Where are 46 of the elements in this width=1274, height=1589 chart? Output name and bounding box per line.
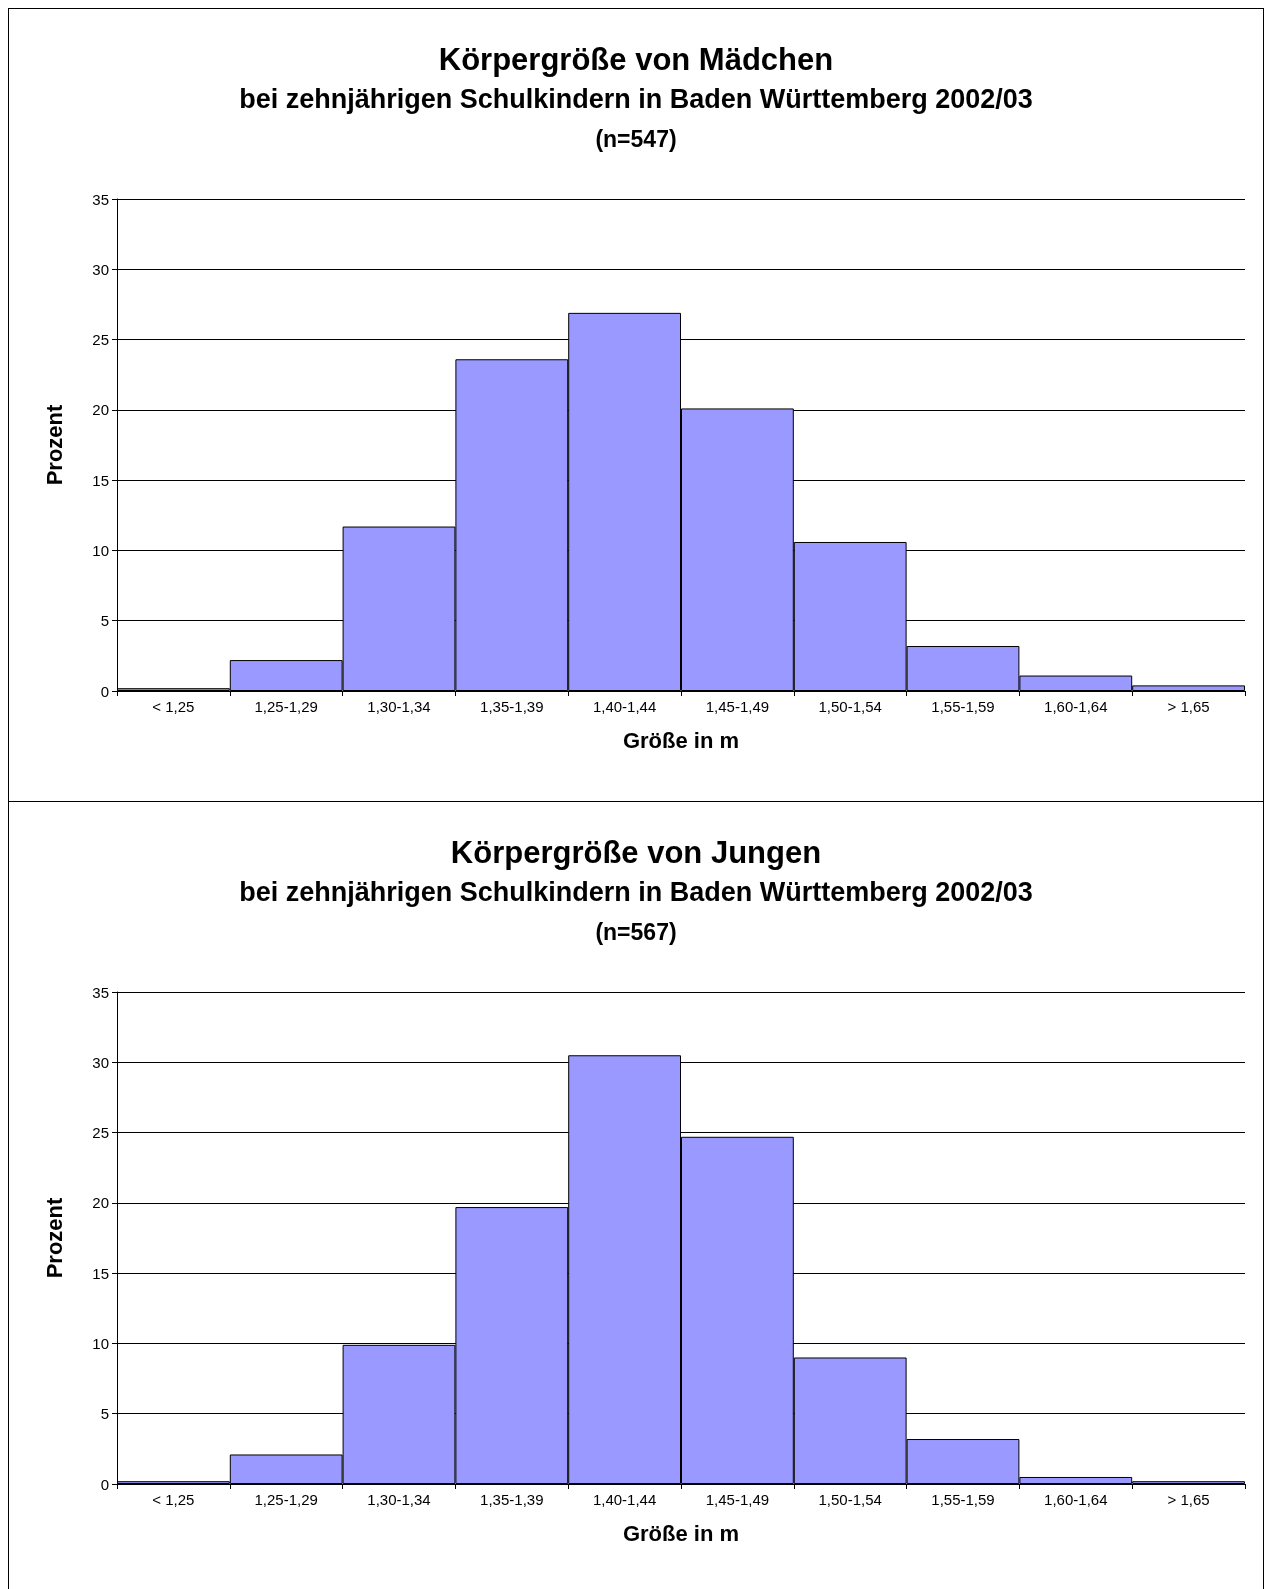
y-tick-label: 30: [92, 260, 109, 278]
y-tick-label: 15: [92, 471, 109, 489]
y-tick-label: 25: [92, 331, 109, 349]
x-tick-label: 1,55-1,59: [931, 698, 995, 715]
y-axis-title: Prozent: [41, 1197, 67, 1279]
y-tick-label: 0: [100, 1475, 109, 1493]
y-tick-label: 10: [92, 541, 109, 559]
y-tick-label: 0: [100, 682, 109, 700]
y-tick-label: 15: [92, 1264, 109, 1282]
y-tick-label: 25: [92, 1124, 109, 1142]
chart-title: Körpergröße von Mädchen: [438, 42, 834, 77]
y-tick-label: 35: [92, 983, 109, 1001]
x-tick-label: < 1,25: [152, 1491, 195, 1508]
chart-title: Körpergröße von Jungen: [450, 835, 822, 870]
x-tick-label: 1,50-1,54: [818, 1491, 882, 1508]
y-axis-title: Prozent: [41, 404, 67, 486]
chart-subtitle: bei zehnjährigen Schulkindern in Baden Württemberg 2002/03: [239, 83, 1033, 114]
x-tick-label: 1,45-1,49: [705, 1491, 770, 1508]
y-tick-label: 5: [100, 612, 109, 630]
x-tick-label: 1,50-1,54: [818, 698, 882, 715]
y-tick-label: 10: [92, 1334, 109, 1352]
text: (n=567): [595, 918, 677, 945]
x-tick-label: > 1,65: [1167, 1491, 1210, 1508]
x-tick-label: < 1,25: [152, 698, 195, 715]
x-axis-title: Größe in m: [622, 727, 740, 753]
x-tick-label: 1,25-1,29: [254, 698, 318, 715]
x-tick-label: 1,60-1,64: [1044, 698, 1108, 715]
x-tick-label: 1,30-1,34: [367, 1491, 431, 1508]
x-axis-title: Größe in m: [622, 1520, 740, 1546]
y-tick-label: 30: [92, 1053, 109, 1071]
x-tick-label: 1,55-1,59: [931, 1491, 995, 1508]
x-tick-label: 1,60-1,64: [1044, 1491, 1108, 1508]
x-tick-label: 1,45-1,49: [705, 698, 770, 715]
x-tick-label: > 1,65: [1167, 698, 1210, 715]
chart-subtitle: bei zehnjährigen Schulkindern in Baden Württemberg 2002/03: [239, 876, 1033, 907]
text: (n=547): [595, 125, 677, 152]
x-tick-label: 1,40-1,44: [592, 1491, 657, 1508]
y-tick-label: 20: [92, 1194, 109, 1212]
x-tick-label: 1,35-1,39: [480, 1491, 544, 1508]
y-tick-label: 5: [100, 1405, 109, 1423]
x-tick-label: 1,30-1,34: [367, 698, 431, 715]
y-tick-label: 20: [92, 401, 109, 419]
x-tick-label: 1,40-1,44: [592, 698, 657, 715]
x-tick-label: 1,35-1,39: [480, 698, 544, 715]
y-tick-label: 35: [92, 190, 109, 208]
x-tick-label: 1,25-1,29: [254, 1491, 318, 1508]
